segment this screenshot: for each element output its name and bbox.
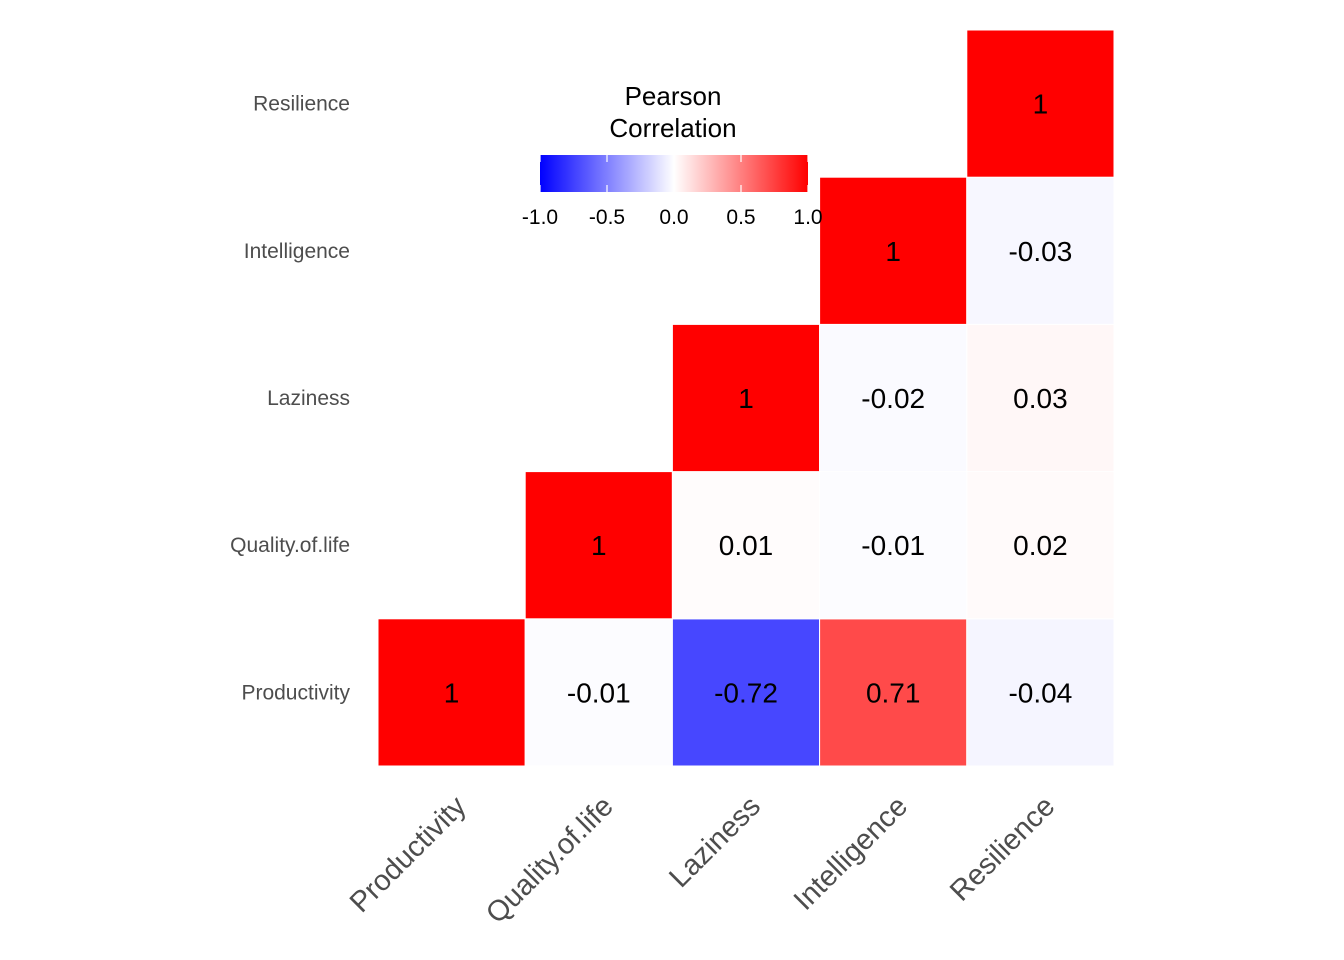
cell-value-label: 1 <box>591 530 607 561</box>
heatmap-cell-laziness-laziness <box>671 323 821 473</box>
heatmap-cell-productivity-intelligence <box>819 618 968 767</box>
heatmap-cell-laziness-resilience <box>966 323 1115 473</box>
heatmap-cell-productivity-productivity <box>377 618 526 767</box>
cell-value-label: 1 <box>885 236 901 267</box>
x-tick-label: Quality.of.life <box>480 790 620 930</box>
x-tick-label: Laziness <box>663 790 767 894</box>
y-axis-tick-labels: Productivity Quality.of.life Laziness Intel… <box>230 93 350 705</box>
cell-value-label: 0.02 <box>1013 530 1068 561</box>
heatmap-cell-resilience-resilience <box>966 29 1115 178</box>
legend-ticks: -1.0 -0.5 0.0 0.5 1.0 <box>522 155 823 229</box>
cell-value-label: -0.01 <box>567 677 631 708</box>
y-tick-label: Laziness <box>267 387 350 410</box>
heatmap-cell-productivity-resilience <box>966 618 1115 767</box>
cell-value-label: 1 <box>738 383 754 414</box>
legend-tick-label: -0.5 <box>589 206 625 229</box>
heatmap-cell-productivity-quality-of-life <box>524 618 673 767</box>
cell-value-label: -0.72 <box>714 677 778 708</box>
legend-tick-label: -1.0 <box>522 206 558 229</box>
x-tick-label: Intelligence <box>788 790 914 916</box>
color-legend: Pearson Correlation -1.0 -0.5 0.0 0.5 1.0 <box>522 81 823 229</box>
heatmap-cell-quality-of-life-resilience <box>966 471 1115 620</box>
legend-tick-label: 0.0 <box>659 206 688 229</box>
heatmap-cell-intelligence-intelligence <box>819 176 968 325</box>
x-axis-tick-labels: Productivity Quality.of.life Laziness Intel… <box>344 790 1061 930</box>
x-tick-label: Resilience <box>944 790 1061 907</box>
cell-value-label: 0.03 <box>1013 383 1068 414</box>
cell-value-label: 1 <box>1033 89 1049 120</box>
cell-value-label: -0.01 <box>861 530 925 561</box>
heatmap-cell-quality-of-life-laziness <box>671 471 821 620</box>
y-tick-label: Intelligence <box>244 240 350 263</box>
legend-title-line-1: Pearson <box>625 81 722 111</box>
cell-value-label: -0.03 <box>1008 236 1072 267</box>
y-tick-label: Resilience <box>253 93 350 116</box>
heatmap-cell-quality-of-life-intelligence <box>819 471 968 620</box>
cell-value-label: -0.04 <box>1008 677 1072 708</box>
cell-value-label: -0.02 <box>861 383 925 414</box>
x-tick-label: Productivity <box>344 790 473 919</box>
cell-value-label: 0.71 <box>866 677 921 708</box>
legend-title-line-2: Correlation <box>609 113 736 143</box>
legend-tick-label: 1.0 <box>793 206 822 229</box>
heatmap-cells: 1 -0.01 -0.72 0.71 -0.041 0.01 -0.01 0.021 -0.02… <box>377 29 1115 767</box>
y-tick-label: Productivity <box>241 681 350 704</box>
legend-tick-label: 0.5 <box>726 206 755 229</box>
y-tick-label: Quality.of.life <box>230 534 350 557</box>
cell-value-label: 1 <box>444 677 460 708</box>
cell-value-label: 0.01 <box>719 530 774 561</box>
heatmap-cell-quality-of-life-quality-of-life <box>524 471 673 620</box>
